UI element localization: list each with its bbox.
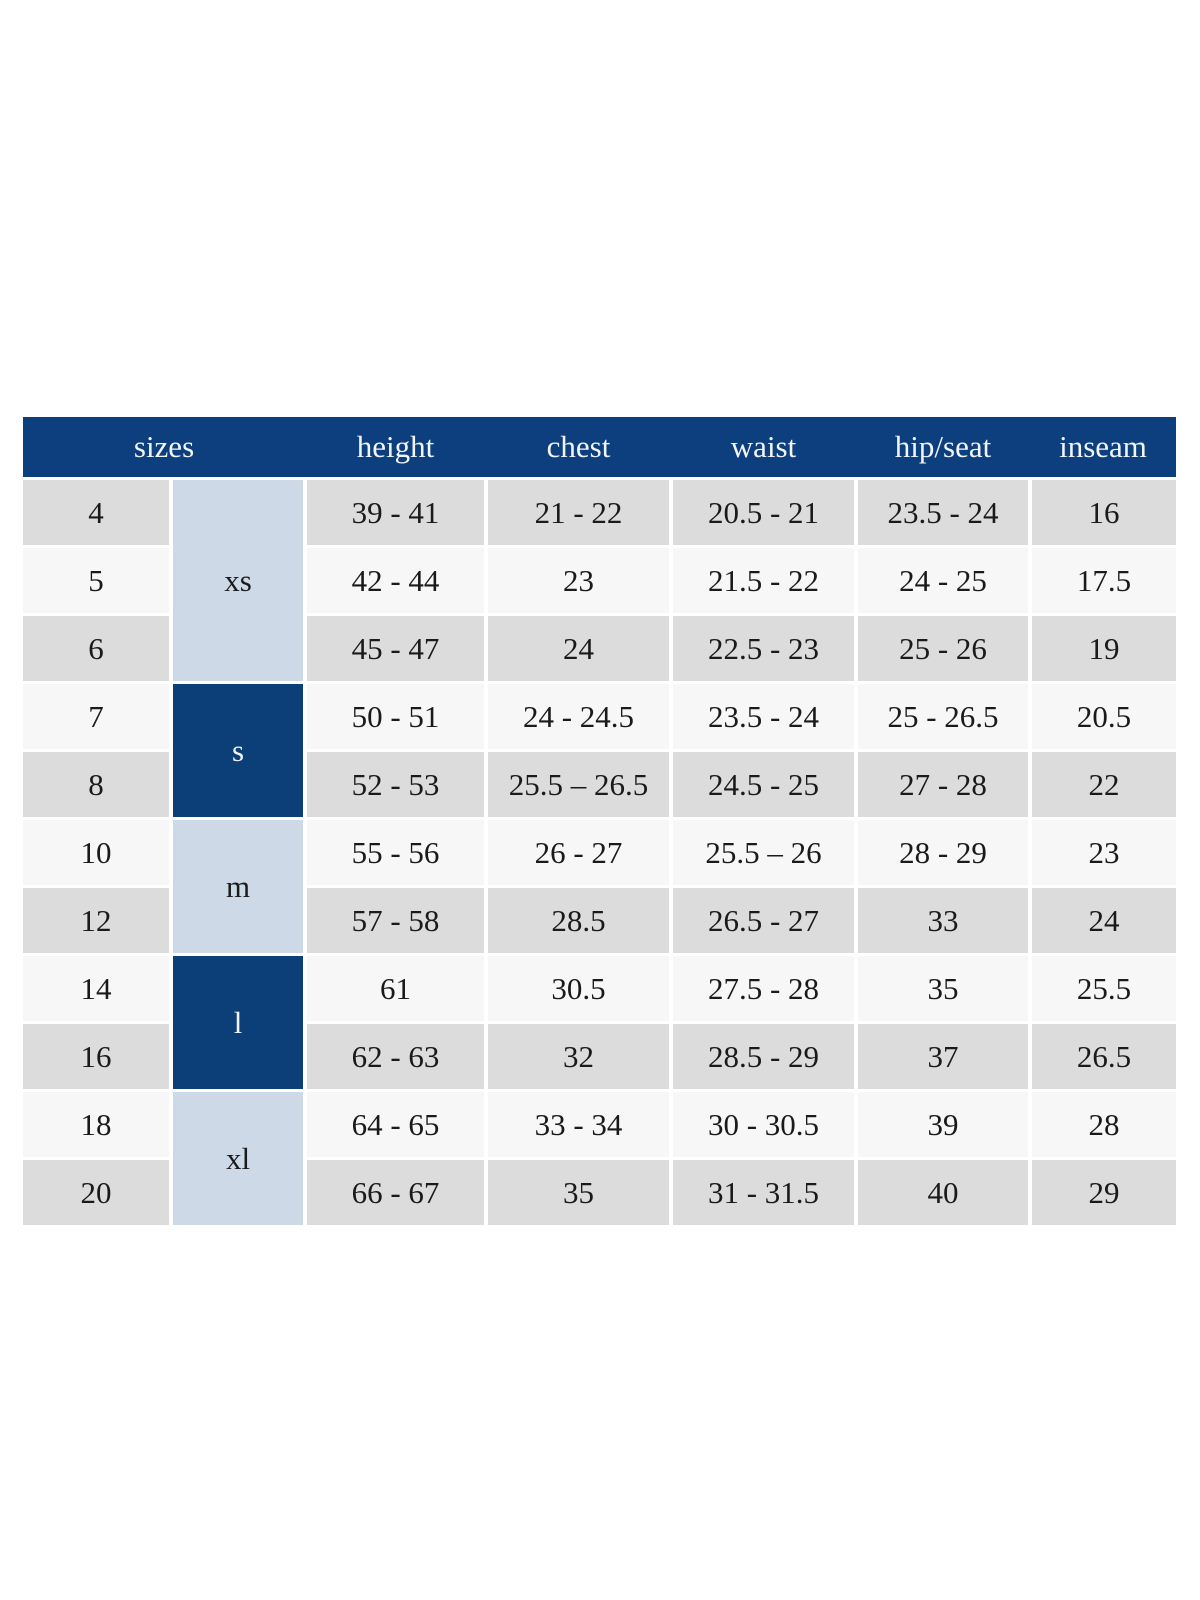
size-cell: 14	[23, 954, 173, 1024]
size-chart-table: sizes height chest waist hip/seat inseam…	[23, 417, 1177, 1228]
inseam-cell: 22	[1030, 750, 1177, 820]
height-cell: 52 - 53	[305, 750, 489, 820]
waist-cell: 28.5 - 29	[671, 1022, 859, 1092]
inseam-cell: 26.5	[1030, 1022, 1177, 1092]
hip-seat-cell: 25 - 26.5	[856, 682, 1033, 752]
inseam-cell: 16	[1030, 478, 1177, 548]
size-cell: 8	[23, 750, 173, 820]
hip-seat-cell: 33	[856, 886, 1033, 956]
chest-cell: 24	[486, 614, 674, 684]
height-cell: 57 - 58	[305, 886, 489, 956]
hip-seat-cell: 25 - 26	[856, 614, 1033, 684]
column-header-sizes: sizes	[23, 417, 306, 480]
chest-cell: 28.5	[486, 886, 674, 956]
header-row: sizes height chest waist hip/seat inseam	[23, 417, 1177, 480]
table-row-size-7: 7 s 50 - 51 24 - 24.5 23.5 - 24 25 - 26.…	[23, 682, 1177, 820]
size-chart-body: 4 xs 39 - 41 21 - 22 20.5 - 21 23.5 - 24…	[23, 478, 1177, 1228]
inseam-cell: 25.5	[1030, 954, 1177, 1024]
size-cell: 7	[23, 682, 173, 752]
column-header-chest: chest	[486, 417, 672, 480]
size-group-cell-xl: xl	[171, 1090, 308, 1228]
height-cell: 62 - 63	[305, 1022, 489, 1092]
table-row-size-6: 6 45 - 47 24 22.5 - 23 25 - 26 19	[23, 614, 1177, 684]
inseam-cell: 24	[1030, 886, 1177, 956]
hip-seat-cell: 27 - 28	[856, 750, 1033, 820]
column-header-height: height	[305, 417, 487, 480]
inseam-cell: 29	[1030, 1158, 1177, 1228]
column-header-waist: waist	[671, 417, 857, 480]
waist-cell: 21.5 - 22	[671, 546, 859, 616]
chest-cell: 23	[486, 546, 674, 616]
waist-cell: 31 - 31.5	[671, 1158, 859, 1228]
inseam-cell: 17.5	[1030, 546, 1177, 616]
inseam-cell: 19	[1030, 614, 1177, 684]
waist-cell: 24.5 - 25	[671, 750, 859, 820]
table-row-size-10: 10 m 55 - 56 26 - 27 25.5 – 26 28 - 29 2…	[23, 818, 1177, 956]
size-group-cell-m: m	[171, 818, 308, 956]
size-chart-header: sizes height chest waist hip/seat inseam	[23, 417, 1177, 480]
inseam-cell: 28	[1030, 1090, 1177, 1160]
waist-cell: 23.5 - 24	[671, 682, 859, 752]
chest-cell: 33 - 34	[486, 1090, 674, 1160]
size-cell: 12	[23, 886, 173, 956]
table-row-size-16: 16 62 - 63 32 28.5 - 29 37 26.5	[23, 1022, 1177, 1092]
size-cell: 10	[23, 818, 173, 888]
chest-cell: 32	[486, 1022, 674, 1092]
waist-cell: 20.5 - 21	[671, 478, 859, 548]
hip-seat-cell: 24 - 25	[856, 546, 1033, 616]
hip-seat-cell: 39	[856, 1090, 1033, 1160]
height-cell: 64 - 65	[305, 1090, 489, 1160]
height-cell: 42 - 44	[305, 546, 489, 616]
hip-seat-cell: 35	[856, 954, 1033, 1024]
table-row-size-5: 5 42 - 44 23 21.5 - 22 24 - 25 17.5	[23, 546, 1177, 616]
height-cell: 39 - 41	[305, 478, 489, 548]
height-cell: 61	[305, 954, 489, 1024]
size-cell: 5	[23, 546, 173, 616]
height-cell: 66 - 67	[305, 1158, 489, 1228]
table-row-size-4: 4 xs 39 - 41 21 - 22 20.5 - 21 23.5 - 24…	[23, 478, 1177, 684]
height-cell: 55 - 56	[305, 818, 489, 888]
hip-seat-cell: 28 - 29	[856, 818, 1033, 888]
column-header-inseam: inseam	[1030, 417, 1177, 480]
chest-cell: 35	[486, 1158, 674, 1228]
size-cell: 6	[23, 614, 173, 684]
height-cell: 45 - 47	[305, 614, 489, 684]
waist-cell: 25.5 – 26	[671, 818, 859, 888]
height-cell: 50 - 51	[305, 682, 489, 752]
size-cell: 18	[23, 1090, 173, 1160]
table-row-size-18: 18 xl 64 - 65 33 - 34 30 - 30.5 39 28	[23, 1090, 1177, 1228]
size-cell: 4	[23, 478, 173, 548]
table-row-size-12: 12 57 - 58 28.5 26.5 - 27 33 24	[23, 886, 1177, 956]
inseam-cell: 20.5	[1030, 682, 1177, 752]
chest-cell: 30.5	[486, 954, 674, 1024]
chest-cell: 25.5 – 26.5	[486, 750, 674, 820]
size-group-cell-xs: xs	[171, 478, 308, 684]
table-row-size-20: 20 66 - 67 35 31 - 31.5 40 29	[23, 1158, 1177, 1228]
hip-seat-cell: 37	[856, 1022, 1033, 1092]
size-group-cell-l: l	[171, 954, 308, 1092]
chest-cell: 21 - 22	[486, 478, 674, 548]
size-cell: 20	[23, 1158, 173, 1228]
waist-cell: 22.5 - 23	[671, 614, 859, 684]
size-group-cell-s: s	[171, 682, 308, 820]
size-chart: sizes height chest waist hip/seat inseam…	[23, 417, 1177, 1228]
waist-cell: 27.5 - 28	[671, 954, 859, 1024]
waist-cell: 26.5 - 27	[671, 886, 859, 956]
inseam-cell: 23	[1030, 818, 1177, 888]
column-header-hip-seat: hip/seat	[856, 417, 1031, 480]
size-cell: 16	[23, 1022, 173, 1092]
table-row-size-8: 8 52 - 53 25.5 – 26.5 24.5 - 25 27 - 28 …	[23, 750, 1177, 820]
chest-cell: 24 - 24.5	[486, 682, 674, 752]
hip-seat-cell: 40	[856, 1158, 1033, 1228]
table-row-size-14: 14 l 61 30.5 27.5 - 28 35 25.5	[23, 954, 1177, 1092]
hip-seat-cell: 23.5 - 24	[856, 478, 1033, 548]
waist-cell: 30 - 30.5	[671, 1090, 859, 1160]
chest-cell: 26 - 27	[486, 818, 674, 888]
